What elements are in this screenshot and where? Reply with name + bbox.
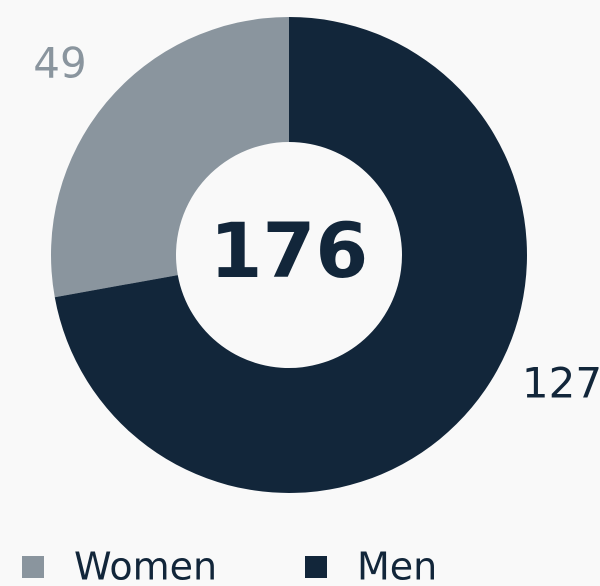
donut-slice bbox=[54, 17, 528, 493]
legend-swatch bbox=[305, 556, 327, 578]
slice-label: 127 bbox=[522, 359, 600, 408]
center-total: 176 bbox=[210, 206, 369, 295]
legend-label: Women bbox=[74, 545, 217, 586]
slice-label: 49 bbox=[33, 39, 86, 88]
legend-label: Men bbox=[357, 545, 437, 586]
donut-slice bbox=[50, 17, 290, 298]
legend-swatch bbox=[22, 556, 44, 578]
